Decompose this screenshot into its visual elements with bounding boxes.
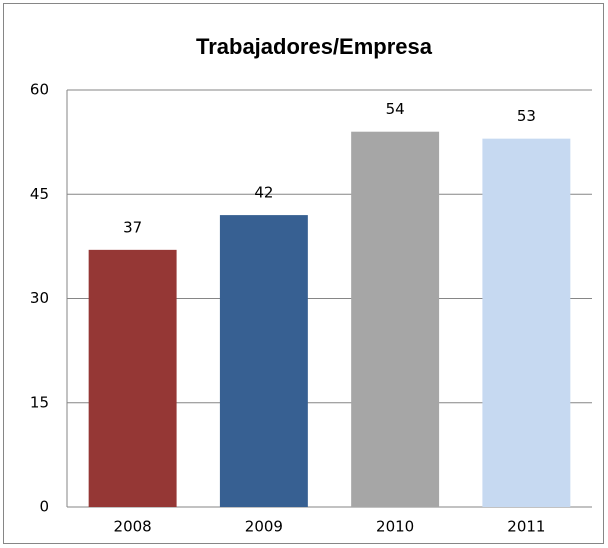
y-tick-label: 30 (30, 289, 49, 307)
x-tick-label: 2011 (507, 518, 545, 536)
data-label: 53 (517, 107, 536, 125)
y-tick-label: 45 (30, 185, 49, 203)
x-tick-label: 2009 (245, 518, 283, 536)
bar (219, 215, 308, 507)
y-tick-label: 15 (30, 393, 49, 411)
bar (88, 249, 177, 507)
data-label: 42 (254, 184, 273, 202)
chart-title: Trabajadores/Empresa (196, 34, 433, 59)
bar (482, 138, 571, 507)
x-tick-label: 2010 (376, 518, 414, 536)
data-label: 37 (123, 218, 142, 236)
data-label: 54 (386, 100, 405, 118)
y-tick-label: 60 (30, 81, 49, 99)
bar (351, 131, 440, 507)
x-tick-label: 2008 (114, 518, 152, 536)
y-tick-label: 0 (39, 498, 49, 516)
